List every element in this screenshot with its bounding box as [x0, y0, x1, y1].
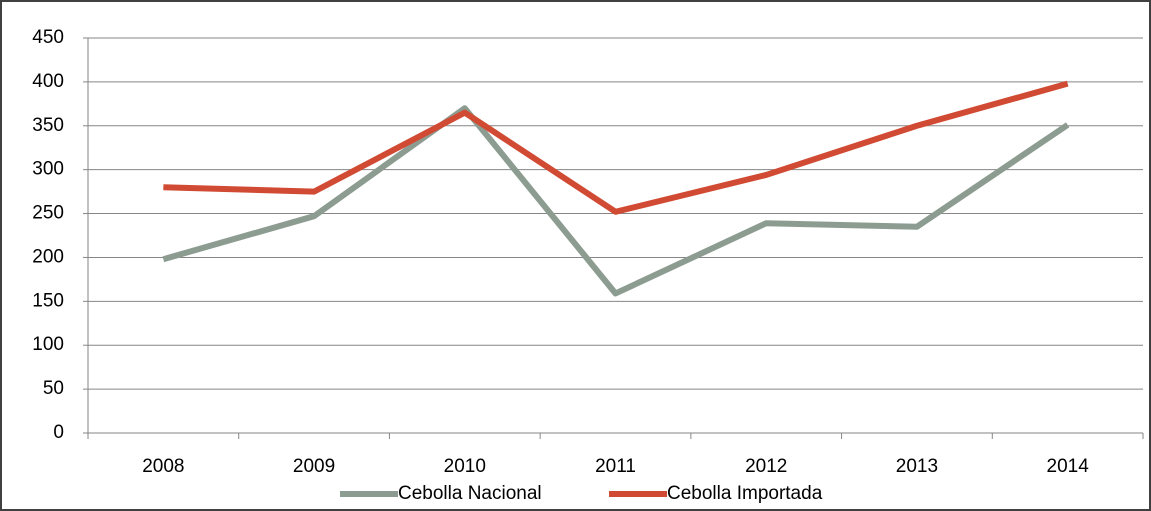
x-tick-label: 2010 [444, 456, 486, 477]
x-tick-label: 2011 [595, 456, 636, 477]
series-line [162, 105, 1070, 297]
x-tick-label: 2009 [293, 456, 335, 477]
y-tick-label: 50 [43, 378, 64, 399]
y-tick-label: 400 [32, 71, 64, 92]
y-tick-label: 150 [32, 290, 64, 311]
x-tick-label: 2013 [896, 456, 938, 477]
x-tick-label: 2012 [745, 456, 787, 477]
y-tick-label: 450 [32, 27, 64, 48]
series-line [163, 80, 1069, 215]
legend-label: Cebolla Importada [667, 483, 823, 504]
y-tick-label: 250 [32, 203, 64, 224]
y-tick-label: 300 [32, 159, 64, 180]
x-tick-label: 2014 [1047, 456, 1090, 477]
y-tick-label: 0 [53, 422, 64, 443]
y-tick-label: 100 [32, 334, 64, 355]
y-tick-label: 200 [32, 246, 64, 267]
x-tick-label: 2008 [142, 456, 184, 477]
y-tick-label: 350 [32, 115, 64, 136]
legend-label: Cebolla Nacional [398, 483, 542, 504]
